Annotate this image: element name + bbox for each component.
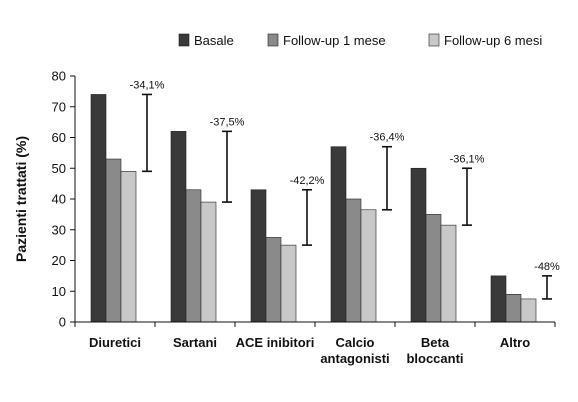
y-tick-label: 70 [52,99,66,114]
category-label-line: Calcio [335,335,374,350]
category-label-line: Beta [421,335,450,350]
y-tick-label: 50 [52,161,66,176]
bar [265,237,282,323]
bar [90,94,107,323]
bar [280,244,297,323]
legend-label: Basale [194,33,234,48]
legend: Basale Follow-up 1 mese Follow-up 6 mesi [178,33,542,48]
bar [250,189,267,323]
category-label-line: Sartani [173,335,217,350]
bar [360,209,377,323]
legend-label: Follow-up 6 mesi [444,33,542,48]
change-label: -34,1% [130,79,165,91]
legend-swatch [178,33,190,47]
y-axis-title: Pazienti trattati (%) [13,136,29,262]
y-tick-label: 30 [52,222,66,237]
bar [200,201,217,323]
y-axis: 0 10 20 30 40 50 60 70 80 [52,69,76,330]
bar [185,189,202,323]
bar [425,214,442,323]
bar [490,275,507,323]
category-label: Calcio antagonisti [320,335,389,366]
y-tick-label: 80 [52,69,66,84]
bar [410,167,427,323]
bar [105,158,122,323]
bar [120,171,137,323]
category-label: Beta bloccanti [406,335,463,366]
category-label-line: antagonisti [320,351,389,366]
change-label: -37,5% [210,116,245,128]
category-label: Altro [500,335,530,350]
bar [505,294,522,323]
category-label-line: Diuretici [89,335,141,350]
category-label: Diuretici [89,335,141,350]
category-label-line: bloccanti [406,351,463,366]
change-label: -48% [534,261,560,273]
bar [330,146,347,323]
legend-swatch [428,33,440,47]
x-axis: Diuretici Sartani ACE inibitori Calcio antag… [74,321,556,366]
category-label-line: ACE inibitori [236,335,315,350]
y-tick-label: 40 [52,192,66,207]
y-tick-label: 0 [59,315,66,330]
y-tick-label: 20 [52,253,66,268]
category-label: Sartani [173,335,217,350]
change-ranges: -34,1% -37,5% -42,2% -36,4% -36,1% -48% [130,79,560,300]
bar [440,224,457,323]
change-label: -42,2% [290,175,325,187]
change-label: -36,1% [450,153,485,165]
legend-swatch [267,33,279,47]
bar [345,198,362,323]
category-label-line: Altro [500,335,530,350]
bars [90,94,537,323]
legend-label: Follow-up 1 mese [283,33,386,48]
bar [520,298,537,323]
y-tick-label: 10 [52,284,66,299]
y-tick-label: 60 [52,130,66,145]
bar [170,131,187,323]
category-label: ACE inibitori [236,335,315,350]
change-label: -36,4% [370,132,405,144]
